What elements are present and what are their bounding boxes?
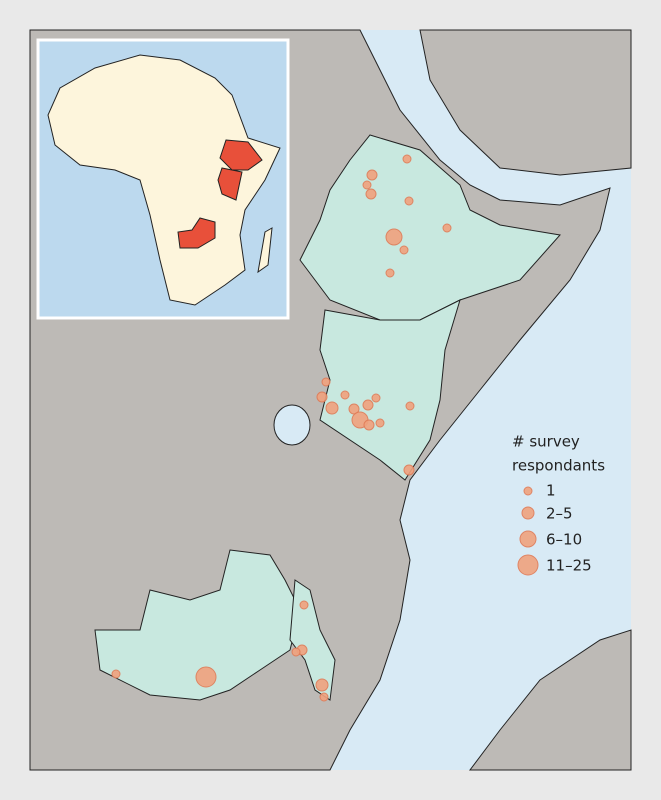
legend-title: respondants <box>512 457 605 475</box>
point <box>371 393 381 403</box>
malawi <box>289 579 336 701</box>
survey-points <box>111 154 452 702</box>
point <box>399 245 409 255</box>
legend-title: # survey <box>512 433 580 451</box>
zambia <box>94 549 301 701</box>
madagascar <box>469 629 632 771</box>
point <box>299 600 309 610</box>
legend-symbol <box>517 554 539 576</box>
point <box>366 169 378 181</box>
arabia <box>419 29 632 176</box>
legend-label: 2–5 <box>546 505 573 523</box>
inset-zambia <box>177 217 216 249</box>
point <box>321 377 331 387</box>
point <box>405 401 415 411</box>
point <box>402 154 412 164</box>
point <box>111 669 121 679</box>
point <box>404 196 414 206</box>
point <box>315 678 329 692</box>
lake-victoria <box>273 404 311 446</box>
legend-label: 1 <box>546 482 556 500</box>
inset <box>36 38 290 320</box>
point <box>325 401 339 415</box>
legend-label: 11–25 <box>546 557 592 575</box>
point <box>316 391 328 403</box>
legend-symbol <box>523 486 533 496</box>
point <box>403 464 415 476</box>
point <box>365 188 377 200</box>
point <box>291 647 301 657</box>
point <box>195 666 217 688</box>
inset-africa <box>47 54 281 306</box>
legend-symbol <box>519 530 537 548</box>
point <box>362 180 372 190</box>
point <box>375 418 385 428</box>
point <box>319 692 329 702</box>
point <box>363 419 375 431</box>
point <box>385 228 403 246</box>
inset-ethiopia <box>219 139 263 171</box>
point <box>340 390 350 400</box>
legend-label: 6–10 <box>546 531 582 549</box>
inset-madagascar <box>257 227 273 274</box>
point <box>362 399 374 411</box>
legend-symbol <box>521 506 535 520</box>
legend: # survey respondants 1 2–5 6–10 11–25 <box>512 433 605 576</box>
point <box>442 223 452 233</box>
inset-kenya <box>217 167 243 201</box>
point <box>385 268 395 278</box>
